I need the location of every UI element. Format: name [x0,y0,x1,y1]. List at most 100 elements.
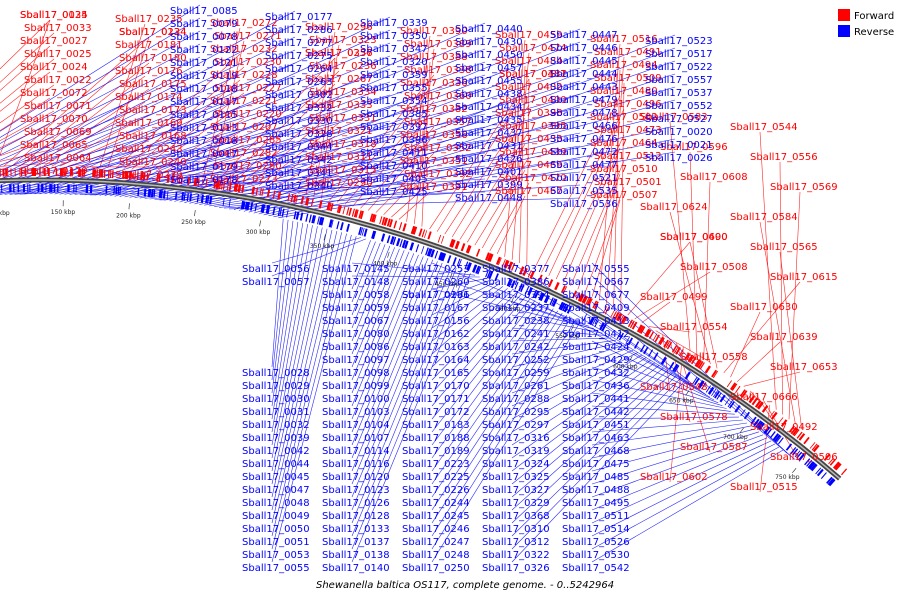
forward-feature [529,270,535,279]
forward-feature-label: Sball17_0207 [210,122,278,133]
reverse-leader-line [591,416,739,420]
reverse-leader-line [271,238,367,277]
forward-leader-line [0,32,55,83]
forward-feature [226,182,229,191]
reverse-feature [53,184,56,193]
forward-feature [754,400,762,408]
reverse-leader-line [29,29,391,195]
reverse-feature [430,249,435,258]
reverse-feature-label: Sball17_0441 [562,394,630,405]
forward-feature-label: Sball17_0239 [115,170,183,181]
forward-feature-label: Sball17_0290 [305,178,373,189]
reverse-feature [724,398,730,406]
forward-leader-line [139,92,245,171]
reverse-leader-line [511,359,651,459]
reverse-feature-label: Sball17_0526 [562,537,630,548]
reverse-feature [189,193,192,202]
forward-feature [175,175,177,184]
legend-reverse-label: Reverse [854,27,894,38]
forward-feature-label: Sball17_0129 [20,166,88,177]
reverse-feature-label: Sball17_0475 [562,459,630,470]
reverse-feature-label: Sball17_0347 [360,44,428,55]
reverse-feature [590,317,595,326]
forward-leader-line [577,173,621,290]
forward-leader-line [655,330,711,363]
forward-feature-label: Sball17_0323 [309,35,377,46]
reverse-feature-label: Sball17_0436 [562,381,630,392]
forward-feature [126,171,129,180]
forward-feature-label: Sball17_0311 [305,152,373,163]
reverse-leader-line [511,344,625,381]
forward-leader-line [115,53,241,169]
reverse-feature [181,192,184,201]
reverse-feature-label: Sball17_0225 [402,472,470,483]
reverse-feature-label: Sball17_0432 [562,368,630,379]
forward-leader-line [563,147,621,283]
reverse-feature-label: Sball17_0059 [322,303,390,314]
reverse-leader-line [0,17,201,138]
forward-feature [412,226,418,235]
forward-feature [213,180,217,189]
reverse-leader-line [351,273,471,563]
reverse-feature-label: Sball17_0118 [170,84,238,95]
reverse-feature [618,332,624,341]
reverse-leader-line [591,405,735,415]
reverse-feature-label: Sball17_0448 [455,193,523,204]
forward-feature [704,365,711,374]
reverse-leader-line [351,269,462,537]
forward-feature [218,181,222,190]
forward-feature-label: Sball17_0285 [214,135,282,146]
reverse-feature-label: Sball17_0172 [402,407,470,418]
forward-feature [454,240,460,250]
reverse-leader-line [351,254,419,420]
reverse-leader-line [109,61,486,197]
reverse-feature [713,390,719,398]
forward-leader-line [606,56,625,304]
scale-tick-label: 250 kbp [181,219,206,226]
reverse-feature-label: Sball17_0394 [482,290,550,301]
forward-feature [672,344,678,353]
forward-feature [107,169,110,178]
reverse-feature-label: Sball17_0115 [170,110,238,121]
reverse-leader-line [431,317,572,537]
reverse-feature [346,223,350,232]
reverse-feature-label: Sball17_0103 [322,407,390,418]
forward-feature-label: Sball17_0510 [590,164,658,175]
forward-feature [803,436,810,445]
reverse-leader-line [431,321,581,563]
forward-feature [393,220,398,229]
forward-feature [502,259,506,267]
reverse-feature [392,236,397,245]
forward-feature-label: Sball17_0070 [20,114,88,125]
reverse-feature-label: Sball17_0341 [265,168,333,179]
forward-feature [610,310,615,318]
forward-feature [386,218,391,227]
reverse-leader-line [271,221,299,407]
reverse-leader-line [511,377,681,550]
reverse-feature-label: Sball17_0170 [402,381,470,392]
reverse-feature [166,190,169,199]
forward-feature [593,301,599,310]
reverse-feature-label: Sball17_0567 [562,277,630,288]
reverse-leader-line [431,293,522,394]
reverse-feature [551,298,556,306]
forward-feature-label: Sball17_0392 [404,169,472,180]
reverse-feature [456,258,461,267]
forward-feature [55,168,58,177]
reverse-feature [820,472,827,479]
reverse-feature-label: Sball17_0122 [170,45,238,56]
reverse-feature [566,305,572,314]
forward-feature [111,170,114,179]
reverse-feature-label: Sball17_0339 [360,18,428,29]
forward-feature-label: Sball17_0071 [24,101,92,112]
reverse-feature-label: Sball17_0223 [402,459,470,470]
reverse-leader-line [431,286,504,342]
forward-feature-label: Sball17_0360 [404,91,472,102]
reverse-feature [396,238,401,247]
forward-feature-label: Sball17_0337 [305,48,373,59]
reverse-feature-label: Sball17_0552 [645,101,713,112]
reverse-feature-label: Sball17_0288 [482,394,550,405]
reverse-feature [477,266,482,275]
forward-feature-label: Sball17_0512 [594,151,662,162]
reverse-feature-label: Sball17_0140 [322,563,390,574]
